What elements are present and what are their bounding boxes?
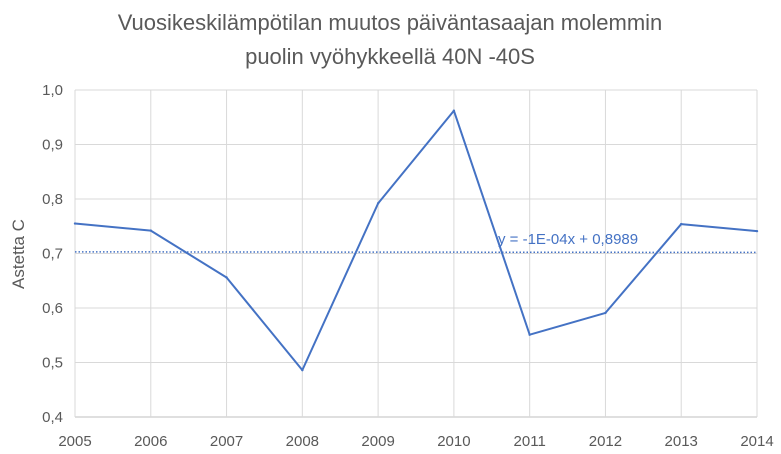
- series-group: [73, 109, 759, 372]
- data-point: [376, 202, 380, 205]
- y-tick-label: 0,8: [42, 191, 63, 208]
- x-tick-label: 2011: [514, 433, 546, 450]
- x-tick-label: 2010: [437, 433, 470, 450]
- x-tick-label: 2007: [210, 433, 243, 450]
- grid-lines: [74, 89, 758, 418]
- x-tick-label: 2009: [361, 433, 394, 450]
- y-axis-label: Astetta C: [9, 219, 28, 289]
- trendline-equation: y = -1E-04x + 0,8989: [498, 231, 638, 248]
- data-point: [301, 368, 304, 372]
- data-point: [680, 222, 683, 226]
- trendline: [74, 251, 758, 254]
- data-point: [604, 311, 607, 315]
- y-tick-label: 0,6: [42, 300, 63, 317]
- x-tick-label: 2006: [134, 433, 167, 450]
- y-tick-label: 0,7: [42, 246, 63, 263]
- data-point: [225, 276, 228, 279]
- y-tick-label: 0,5: [42, 355, 63, 372]
- y-tick-labels: 0,4 0,5 0,6 0,7 0,8 0,9 1,0: [42, 82, 63, 426]
- x-tick-label: 2008: [286, 433, 319, 450]
- data-point: [528, 333, 531, 336]
- x-tick-label: 2012: [589, 433, 622, 450]
- y-tick-label: 1,0: [42, 82, 63, 99]
- x-tick-label: 2005: [58, 433, 91, 450]
- y-tick-label: 0,9: [42, 137, 63, 154]
- y-tick-label: 0,4: [42, 409, 63, 426]
- data-point: [452, 109, 456, 112]
- chart-title-line-2: puolin vyöhykkeellä 40N -40S: [245, 44, 535, 69]
- data-point: [149, 229, 152, 232]
- chart-title-line-1: Vuosikeskilämpötilan muutos päiväntasaaj…: [118, 10, 663, 35]
- series-line: [74, 109, 758, 372]
- x-tick-labels: 2005 2006 2007 2008 2009 2010 2011 2012 2013 2014: [58, 433, 773, 450]
- x-tick-label: 2013: [665, 433, 698, 450]
- x-tick-label: 2014: [740, 433, 773, 450]
- data-point: [73, 222, 77, 225]
- data-point: [755, 229, 759, 233]
